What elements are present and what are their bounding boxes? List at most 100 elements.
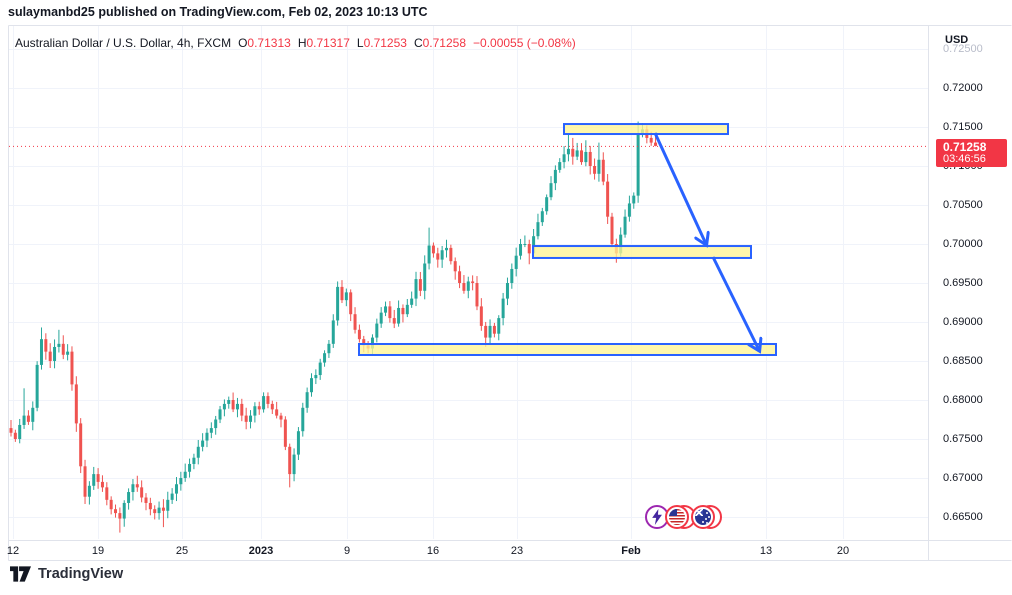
chart-borders bbox=[8, 25, 1012, 561]
candle-body bbox=[580, 150, 584, 163]
candle-body bbox=[131, 484, 135, 493]
candle-body bbox=[484, 325, 488, 338]
candle-body bbox=[83, 466, 87, 497]
candle-body bbox=[309, 378, 313, 393]
candle-body bbox=[471, 281, 475, 283]
candle-body bbox=[401, 307, 405, 315]
candle-body bbox=[283, 419, 287, 447]
candle-body bbox=[22, 415, 26, 425]
candle-body bbox=[479, 306, 483, 326]
candle-body bbox=[144, 497, 148, 503]
candle-body bbox=[105, 487, 109, 500]
tradingview-logo-text[interactable]: TradingView bbox=[38, 566, 124, 582]
candle-body bbox=[362, 339, 366, 346]
price-zone-rectangle[interactable] bbox=[532, 245, 752, 259]
tradingview-logo-icon[interactable] bbox=[10, 566, 31, 582]
us-flag-icon bbox=[669, 509, 685, 525]
trend-arrow[interactable] bbox=[711, 256, 759, 350]
trend-arrow[interactable] bbox=[653, 132, 706, 244]
low-label: L bbox=[356, 36, 364, 50]
candle-body bbox=[140, 487, 144, 498]
candle-body bbox=[623, 216, 627, 235]
candle-body bbox=[340, 286, 344, 301]
candle-body bbox=[510, 268, 514, 283]
candle-body bbox=[505, 283, 509, 299]
candle-body bbox=[109, 499, 113, 510]
candle-body bbox=[501, 298, 505, 319]
candle-body bbox=[336, 286, 340, 321]
candle-body bbox=[488, 325, 492, 338]
candle-body bbox=[292, 454, 296, 475]
au-flag-event-icon[interactable] bbox=[691, 505, 715, 529]
time-tick-label: 16 bbox=[426, 545, 440, 557]
candle-body bbox=[161, 507, 165, 511]
candle-body bbox=[114, 509, 118, 514]
price-tick-label: 0.67000 bbox=[943, 472, 983, 484]
candle-body bbox=[327, 343, 331, 354]
candle-body bbox=[536, 222, 540, 237]
open-value: 0.71313 bbox=[247, 36, 291, 50]
candle-body bbox=[427, 245, 431, 264]
candle-body bbox=[96, 474, 100, 482]
candle-body bbox=[388, 306, 392, 319]
candle-body bbox=[26, 415, 30, 422]
price-tick-label: 0.68500 bbox=[943, 355, 983, 367]
price-tick-label: 0.67500 bbox=[943, 433, 983, 445]
candle-body bbox=[192, 457, 196, 464]
price-zone-rectangle[interactable] bbox=[563, 123, 729, 136]
candle-body bbox=[353, 314, 357, 330]
candle-body bbox=[275, 409, 279, 416]
low-value: 0.71253 bbox=[363, 36, 407, 50]
candle-body bbox=[423, 263, 427, 291]
price-tick-label: 0.70000 bbox=[943, 238, 983, 250]
chart-grid bbox=[9, 26, 928, 539]
candle-body bbox=[135, 484, 139, 488]
candle-body bbox=[9, 428, 13, 433]
candle-body bbox=[575, 150, 579, 157]
candle-body bbox=[588, 151, 592, 166]
candle-body bbox=[74, 384, 78, 424]
candle-body bbox=[357, 329, 361, 340]
price-tick-label: 0.69500 bbox=[943, 277, 983, 289]
time-tick-label: 2023 bbox=[248, 545, 274, 557]
candle-body bbox=[414, 279, 418, 299]
chart-legend[interactable]: Australian Dollar / U.S. Dollar, 4h, FXC… bbox=[15, 36, 576, 50]
time-tick-label: 20 bbox=[836, 545, 850, 557]
candle-body bbox=[384, 306, 388, 313]
open-label: O bbox=[238, 36, 248, 50]
candle-body bbox=[39, 339, 43, 365]
close-value: 0.71258 bbox=[422, 36, 467, 50]
candle-body bbox=[597, 159, 601, 174]
candle-body bbox=[449, 247, 453, 262]
candle-body bbox=[632, 195, 636, 204]
candle-body bbox=[379, 312, 383, 324]
candle-body bbox=[296, 431, 300, 455]
candle-body bbox=[636, 133, 640, 196]
candle-body bbox=[18, 424, 22, 439]
candle-body bbox=[48, 351, 52, 361]
candle-body bbox=[13, 432, 17, 439]
candle-body bbox=[127, 492, 131, 503]
candle-body bbox=[344, 292, 348, 301]
candle-body bbox=[410, 298, 414, 305]
candle-body bbox=[53, 346, 57, 361]
candle-body bbox=[540, 211, 544, 223]
candle-body bbox=[397, 307, 401, 324]
candle-body bbox=[61, 343, 65, 355]
candle-body bbox=[266, 396, 270, 404]
candle-body bbox=[601, 159, 605, 182]
price-axis-currency: USD bbox=[945, 34, 969, 46]
candle-body bbox=[497, 318, 501, 334]
candle-body bbox=[519, 244, 523, 256]
candle-body bbox=[183, 471, 187, 478]
price-tick-label: 0.70500 bbox=[943, 199, 983, 211]
us-flag-event-icon[interactable] bbox=[665, 505, 689, 529]
candle-body bbox=[288, 446, 292, 475]
price-tick-label: 0.72500 bbox=[943, 43, 983, 55]
candle-body bbox=[305, 392, 309, 408]
candle-body bbox=[392, 318, 396, 324]
candle-body bbox=[331, 320, 335, 344]
price-zone-rectangle[interactable] bbox=[358, 342, 777, 356]
time-tick-label: Feb bbox=[621, 545, 641, 557]
